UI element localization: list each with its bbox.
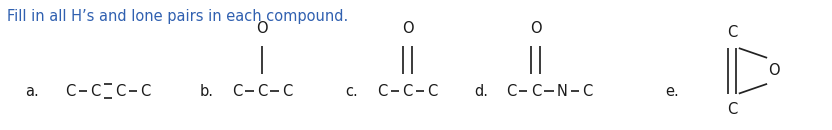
Text: O: O bbox=[402, 21, 414, 36]
Text: C: C bbox=[257, 83, 267, 99]
Text: O: O bbox=[530, 21, 542, 36]
Text: O: O bbox=[768, 63, 780, 78]
Text: Fill in all H’s and lone pairs in each compound.: Fill in all H’s and lone pairs in each c… bbox=[7, 9, 348, 24]
Text: C: C bbox=[116, 83, 126, 99]
Text: C: C bbox=[141, 83, 151, 99]
Text: a.: a. bbox=[25, 83, 39, 99]
Text: C: C bbox=[91, 83, 101, 99]
Text: C: C bbox=[531, 83, 541, 99]
Text: C: C bbox=[428, 83, 438, 99]
Text: C: C bbox=[727, 25, 737, 40]
Text: b.: b. bbox=[200, 83, 214, 99]
Text: C: C bbox=[378, 83, 388, 99]
Text: N: N bbox=[557, 83, 568, 99]
Text: C: C bbox=[232, 83, 242, 99]
Text: C: C bbox=[282, 83, 292, 99]
Text: C: C bbox=[506, 83, 516, 99]
Text: d.: d. bbox=[474, 83, 488, 99]
Text: c.: c. bbox=[345, 83, 358, 99]
Text: C: C bbox=[403, 83, 413, 99]
Text: e.: e. bbox=[666, 83, 680, 99]
Text: C: C bbox=[582, 83, 592, 99]
Text: C: C bbox=[66, 83, 76, 99]
Text: O: O bbox=[256, 21, 268, 36]
Text: C: C bbox=[727, 102, 737, 117]
